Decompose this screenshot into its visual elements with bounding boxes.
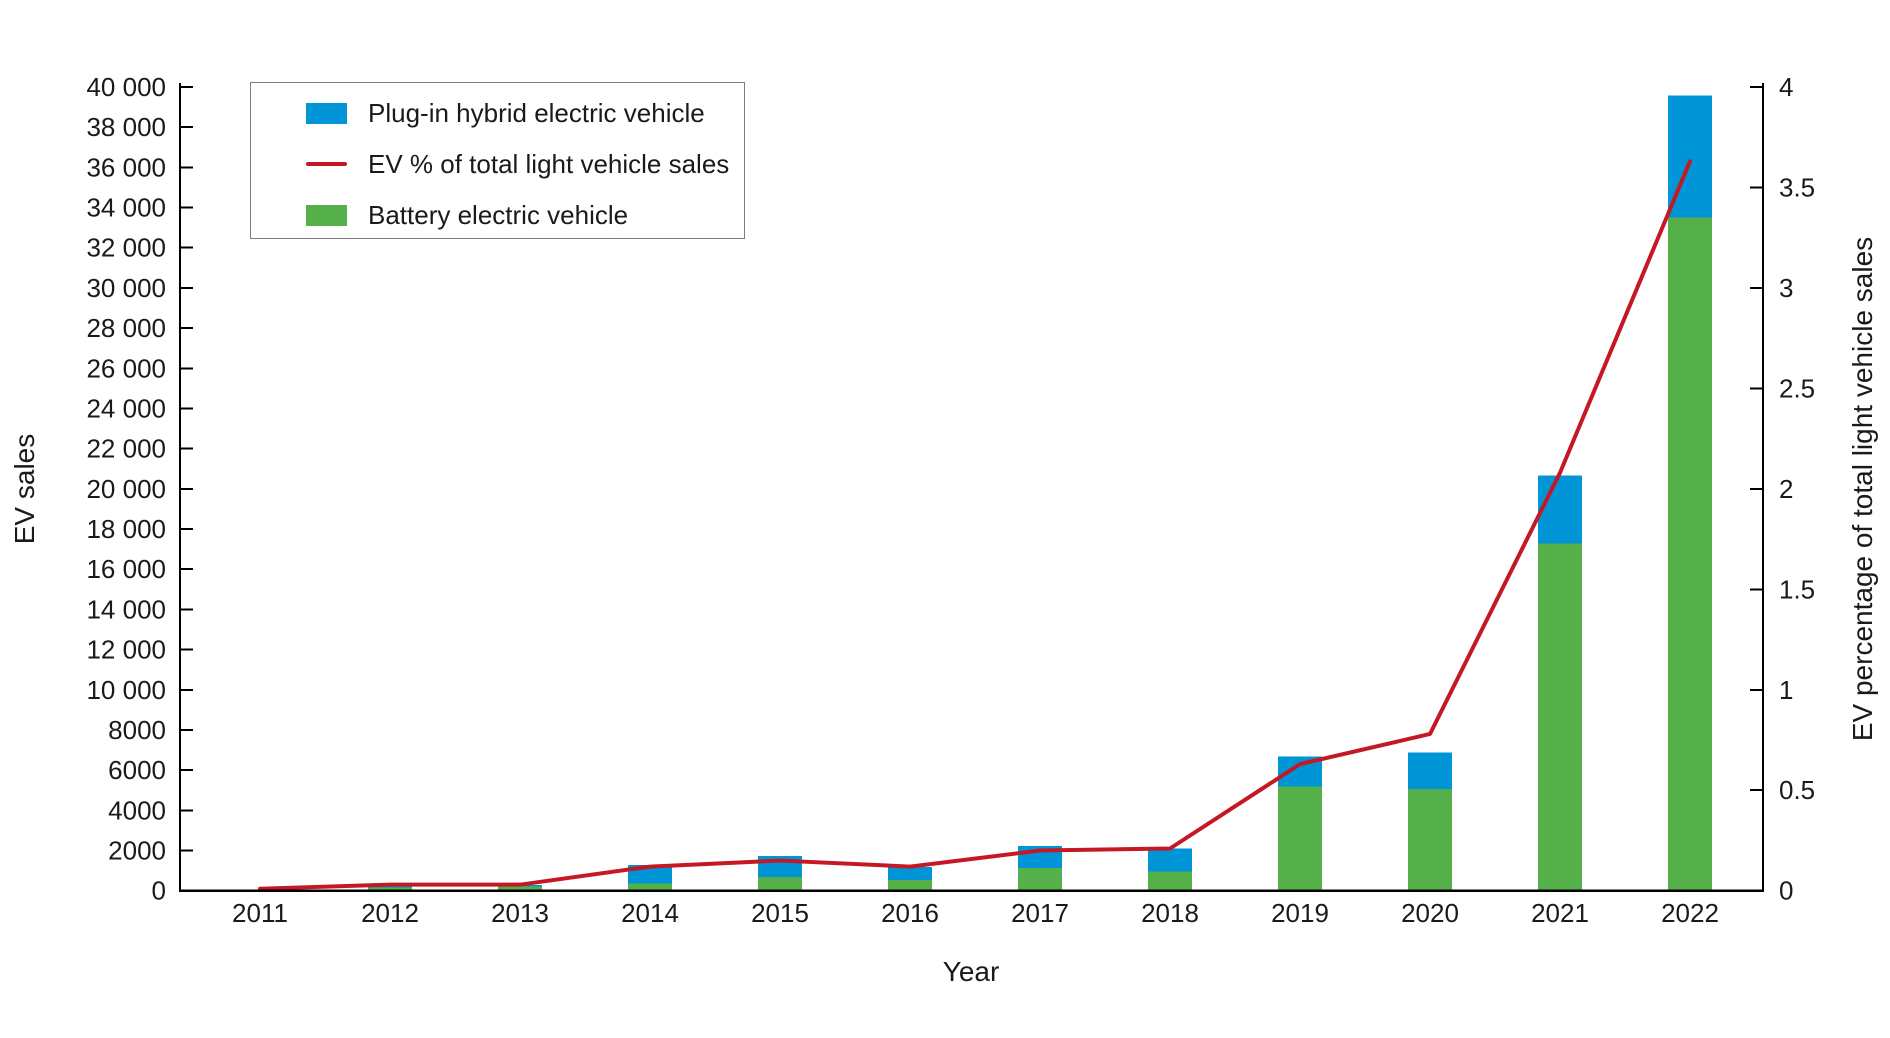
x-tick-label-2017: 2017	[1011, 898, 1069, 928]
bar-bev-2021	[1538, 543, 1582, 891]
bar-bev-2017	[1018, 868, 1062, 891]
y-left-tick-label: 36 000	[86, 152, 166, 182]
x-axis-title: Year	[942, 956, 1000, 987]
y-left-tick-label: 0	[152, 876, 166, 906]
y-left-tick-label: 12 000	[86, 635, 166, 665]
bev-color-swatch-icon	[306, 204, 347, 226]
bar-phev-2020	[1408, 752, 1452, 790]
legend-item-ev-percentage: EV % of total light vehicle sales	[306, 151, 744, 177]
y-left-tick-label: 30 000	[86, 273, 166, 303]
y-axis-title-left: EV sales	[9, 433, 40, 545]
y-left-tick-label: 18 000	[86, 514, 166, 544]
bar-bev-2014	[628, 883, 672, 891]
y-right-tick-label: 3.5	[1779, 172, 1815, 202]
y-axis-title-right: EV percentage of total light vehicle sal…	[1847, 236, 1878, 742]
y-right-tick-label: 2	[1779, 474, 1793, 504]
y-left-tick-label: 8000	[108, 715, 166, 745]
x-tick-label-2014: 2014	[621, 898, 679, 928]
x-tick-label-2013: 2013	[491, 898, 549, 928]
y-right-tick-label: 3	[1779, 273, 1793, 303]
legend-item-phev: Plug-in hybrid electric vehicle	[306, 100, 744, 126]
y-left-tick-label: 6000	[108, 755, 166, 785]
x-tick-label-2016: 2016	[881, 898, 939, 928]
y-left-tick-label: 2000	[108, 836, 166, 866]
ev-percentage-line-swatch-icon	[306, 162, 347, 166]
x-tick-label-2015: 2015	[751, 898, 809, 928]
y-right-tick-label: 1	[1779, 675, 1793, 705]
x-tick-label-2020: 2020	[1401, 898, 1459, 928]
bar-bev-2022	[1668, 217, 1712, 891]
y-right-tick-label: 1.5	[1779, 574, 1815, 604]
phev-color-swatch-icon	[306, 102, 347, 124]
bar-phev-2018	[1148, 848, 1192, 872]
legend-label-ev-percentage: EV % of total light vehicle sales	[368, 149, 730, 179]
bar-bev-2019	[1278, 786, 1322, 891]
y-left-tick-label: 24 000	[86, 393, 166, 423]
ev-percentage-line	[258, 159, 1692, 891]
y-left-tick-label: 32 000	[86, 233, 166, 263]
y-left-tick-label: 16 000	[86, 554, 166, 584]
x-tick-label-2021: 2021	[1531, 898, 1589, 928]
bar-bev-2013	[498, 886, 542, 891]
legend-item-bev: Battery electric vehicle	[306, 202, 744, 228]
bar-phev-2021	[1538, 475, 1582, 544]
y-left-tick-label: 28 000	[86, 313, 166, 343]
bar-phev-2016	[888, 867, 932, 881]
y-right-tick-label: 2.5	[1779, 373, 1815, 403]
y-left-tick-label: 22 000	[86, 434, 166, 464]
x-tick-label-2012: 2012	[361, 898, 419, 928]
y-left-tick-label: 10 000	[86, 675, 166, 705]
legend-label-bev: Battery electric vehicle	[368, 200, 629, 230]
x-tick-label-2022: 2022	[1661, 898, 1719, 928]
y-right-tick-label: 4	[1779, 72, 1793, 102]
bar-bev-2015	[758, 877, 802, 891]
bar-bev-2016	[888, 880, 932, 891]
x-tick-label-2019: 2019	[1271, 898, 1329, 928]
y-left-tick-label: 20 000	[86, 474, 166, 504]
y-left-tick-label: 34 000	[86, 193, 166, 223]
bar-bev-2012	[368, 887, 412, 891]
y-right-tick-label: 0.5	[1779, 775, 1815, 805]
y-right-tick-label: 0	[1779, 876, 1793, 906]
chart-legend: Plug-in hybrid electric vehicle EV % of …	[250, 82, 745, 239]
bar-bev-2020	[1408, 789, 1452, 891]
x-tick-label-2018: 2018	[1141, 898, 1199, 928]
x-tick-label-2011: 2011	[232, 898, 288, 928]
bar-bev-2018	[1148, 871, 1192, 891]
y-left-tick-label: 14 000	[86, 594, 166, 624]
y-left-tick-label: 38 000	[86, 112, 166, 142]
legend-label-phev: Plug-in hybrid electric vehicle	[368, 98, 705, 128]
y-left-tick-label: 4000	[108, 795, 166, 825]
y-left-tick-label: 40 000	[86, 72, 166, 102]
y-left-tick-label: 26 000	[86, 353, 166, 383]
